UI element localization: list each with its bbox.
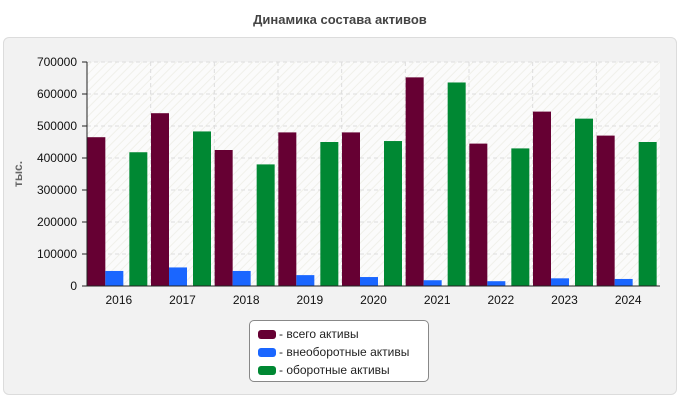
bar-current-assets-2016 bbox=[129, 152, 148, 286]
bar-total-assets-2021 bbox=[405, 77, 424, 286]
legend-label-current-assets: - оборотные активы bbox=[279, 363, 390, 377]
bar-noncurrent-assets-2020 bbox=[360, 277, 378, 286]
x-tick-label: 2017 bbox=[169, 293, 196, 307]
x-tick-label: 2023 bbox=[551, 293, 578, 307]
y-axis-label: тыс. bbox=[11, 161, 25, 187]
bar-total-assets-2016 bbox=[87, 137, 106, 286]
y-tick-label: 100000 bbox=[37, 247, 77, 261]
x-tick-label: 2024 bbox=[615, 293, 642, 307]
y-tick-label: 500000 bbox=[37, 119, 77, 133]
bar-noncurrent-assets-2018 bbox=[232, 270, 251, 286]
bar-current-assets-2024 bbox=[638, 142, 657, 286]
bar-total-assets-2023 bbox=[533, 111, 551, 286]
bar-total-assets-2020 bbox=[342, 132, 360, 286]
legend-swatch-current-assets bbox=[258, 365, 276, 375]
plot-area bbox=[87, 62, 660, 286]
legend-swatch-noncurrent-assets bbox=[258, 347, 276, 357]
legend-label-total-assets: - всего активы bbox=[279, 327, 359, 341]
legend-item-total-assets: - всего активы bbox=[258, 325, 428, 343]
bar-current-assets-2020 bbox=[384, 141, 402, 286]
bar-noncurrent-assets-2024 bbox=[614, 278, 633, 286]
bar-current-assets-2023 bbox=[575, 118, 593, 286]
bar-current-assets-2017 bbox=[193, 131, 211, 286]
y-tick-label: 0 bbox=[70, 279, 77, 293]
bar-current-assets-2021 bbox=[447, 82, 466, 286]
bar-noncurrent-assets-2021 bbox=[423, 280, 442, 286]
bar-noncurrent-assets-2022 bbox=[487, 281, 506, 286]
bar-total-assets-2019 bbox=[278, 132, 297, 286]
bar-total-assets-2017 bbox=[151, 113, 169, 286]
bar-noncurrent-assets-2023 bbox=[551, 278, 569, 286]
y-tick-label: 700000 bbox=[37, 55, 77, 69]
x-tick-label: 2022 bbox=[487, 293, 514, 307]
y-tick-label: 300000 bbox=[37, 183, 77, 197]
y-tick-label: 400000 bbox=[37, 151, 77, 165]
bar-noncurrent-assets-2017 bbox=[169, 267, 187, 286]
x-tick-label: 2018 bbox=[233, 293, 260, 307]
x-tick-label: 2021 bbox=[424, 293, 451, 307]
bar-noncurrent-assets-2016 bbox=[105, 270, 124, 286]
x-tick-label: 2020 bbox=[360, 293, 387, 307]
legend-label-noncurrent-assets: - внеоборотные активы bbox=[279, 345, 410, 359]
legend: - всего активы - внеоборотные активы - о… bbox=[249, 320, 429, 382]
legend-swatch-total-assets bbox=[258, 329, 276, 339]
legend-item-current-assets: - оборотные активы bbox=[258, 361, 428, 379]
y-tick-label: 600000 bbox=[37, 87, 77, 101]
bar-noncurrent-assets-2019 bbox=[296, 275, 315, 286]
bar-current-assets-2019 bbox=[320, 142, 339, 286]
bar-total-assets-2018 bbox=[214, 150, 233, 286]
chart-title: Динамика состава активов bbox=[253, 12, 427, 27]
bar-current-assets-2022 bbox=[511, 148, 530, 286]
legend-item-noncurrent-assets: - внеоборотные активы bbox=[258, 343, 428, 361]
y-tick-label: 200000 bbox=[37, 215, 77, 229]
x-tick-label: 2016 bbox=[105, 293, 132, 307]
bar-current-assets-2018 bbox=[256, 164, 275, 286]
bar-total-assets-2024 bbox=[596, 135, 615, 286]
bar-total-assets-2022 bbox=[469, 143, 488, 286]
x-tick-label: 2019 bbox=[296, 293, 323, 307]
